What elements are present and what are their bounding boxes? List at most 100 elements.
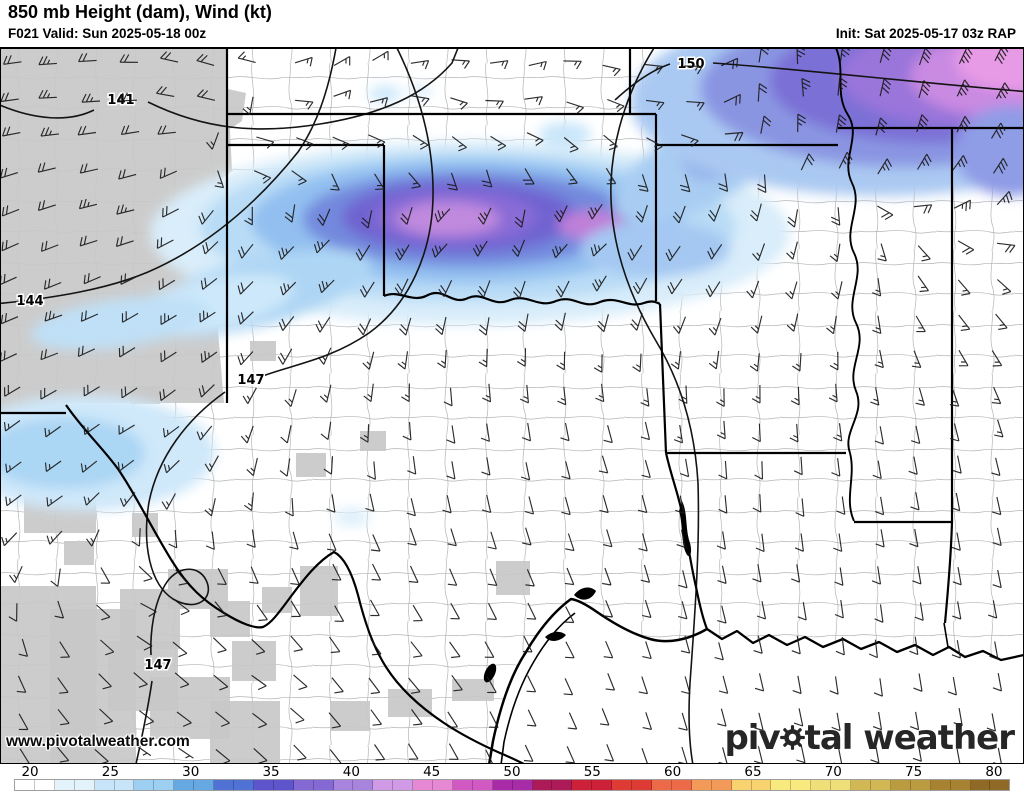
wind-barb xyxy=(202,241,219,255)
wind-barb xyxy=(801,77,811,97)
colorbar-cell xyxy=(532,780,553,790)
wind-barb xyxy=(9,565,23,583)
wind-barb xyxy=(206,132,220,150)
wind-barb xyxy=(291,170,307,186)
colorbar-cell xyxy=(592,780,613,790)
height-contours xyxy=(0,48,1024,763)
wind-barb xyxy=(331,677,344,694)
wind-barb xyxy=(438,280,453,297)
wind-barb xyxy=(526,602,537,620)
wind-barb xyxy=(331,563,342,581)
wind-barb xyxy=(1,532,18,547)
contour-label: 144 xyxy=(16,294,43,309)
wind-barb xyxy=(244,206,253,226)
wind-barb xyxy=(915,387,925,406)
wind-barb xyxy=(760,115,772,134)
wind-barb xyxy=(829,676,839,695)
wind-barb xyxy=(54,600,65,619)
wind-barb xyxy=(159,388,176,401)
wind-barb xyxy=(480,423,490,442)
wind-barb xyxy=(874,349,884,369)
wind-barb xyxy=(991,386,1002,405)
wind-barb xyxy=(253,747,268,763)
wind-barb xyxy=(394,244,410,261)
wind-barb xyxy=(911,350,922,368)
wind-barb xyxy=(957,279,971,296)
wind-barb xyxy=(411,95,430,107)
wind-barb xyxy=(996,191,1013,206)
wind-barb xyxy=(162,425,180,438)
wind-barb xyxy=(916,114,929,133)
wind-barb xyxy=(237,51,256,64)
wind-barb xyxy=(290,635,304,652)
wind-barb xyxy=(873,678,883,697)
wind-barb xyxy=(446,172,458,191)
wind-barb xyxy=(44,460,62,472)
colorbar-tick-label: 35 xyxy=(262,764,280,780)
wind-barb xyxy=(746,280,760,299)
wind-barb xyxy=(914,602,924,621)
wind-barb xyxy=(290,600,301,618)
wind-barb xyxy=(355,244,371,261)
wind-barb xyxy=(630,312,643,331)
wind-barb xyxy=(560,422,570,442)
wind-barb xyxy=(787,209,799,228)
wind-barb xyxy=(751,384,761,404)
colorbar-cell xyxy=(512,780,533,790)
wind-barb xyxy=(795,498,805,517)
wind-barb xyxy=(5,461,22,474)
wind-barb xyxy=(678,712,688,731)
wind-barb xyxy=(718,675,729,694)
wind-barb xyxy=(750,315,763,334)
wind-barb xyxy=(249,566,259,584)
wind-barb xyxy=(253,170,272,184)
gear-icon xyxy=(779,724,806,751)
colorbar-cell xyxy=(74,780,95,790)
wind-barb xyxy=(447,528,457,547)
wind-barb xyxy=(678,746,688,763)
wind-barb xyxy=(174,672,190,689)
wind-barb xyxy=(59,641,70,658)
wind-barb xyxy=(362,351,375,370)
pivotal-weather-logo: piv tal weather xyxy=(724,718,1015,758)
colorbar-cell xyxy=(870,780,891,790)
wind-barb xyxy=(279,458,291,477)
wind-barb xyxy=(38,89,57,99)
wind-barb xyxy=(369,97,389,107)
wind-barb xyxy=(478,317,490,336)
wind-barb xyxy=(567,712,578,730)
wind-barb xyxy=(912,743,922,762)
wind-barb xyxy=(290,567,300,586)
wind-barb xyxy=(950,423,960,442)
wind-barb xyxy=(437,349,447,369)
wind-barb xyxy=(755,533,765,553)
wind-barb xyxy=(718,747,728,763)
wind-barb xyxy=(563,678,574,696)
wind-barb xyxy=(46,495,63,507)
wind-barb xyxy=(913,673,923,692)
wind-barb xyxy=(120,125,140,135)
wind-barb xyxy=(754,461,764,480)
colorbar-cell xyxy=(492,780,513,790)
wind-barb xyxy=(870,387,880,406)
wind-barb xyxy=(37,162,56,173)
wind-barb xyxy=(517,313,529,332)
wind-barb xyxy=(910,492,920,511)
wind-barb xyxy=(80,460,98,473)
wind-barb xyxy=(871,566,882,585)
wind-speed-shading xyxy=(0,48,1024,526)
wind-barb xyxy=(408,677,421,694)
wind-barb xyxy=(319,384,332,403)
wind-barb xyxy=(96,604,111,621)
wind-barb xyxy=(204,498,216,517)
wind-barb xyxy=(753,746,764,763)
wind-barb xyxy=(317,347,332,365)
wind-barb xyxy=(627,244,643,261)
wind-barb xyxy=(590,243,607,257)
wind-barb xyxy=(19,748,30,763)
wind-barb xyxy=(522,527,532,546)
wind-barb xyxy=(831,712,841,732)
wind-barb xyxy=(79,235,98,247)
